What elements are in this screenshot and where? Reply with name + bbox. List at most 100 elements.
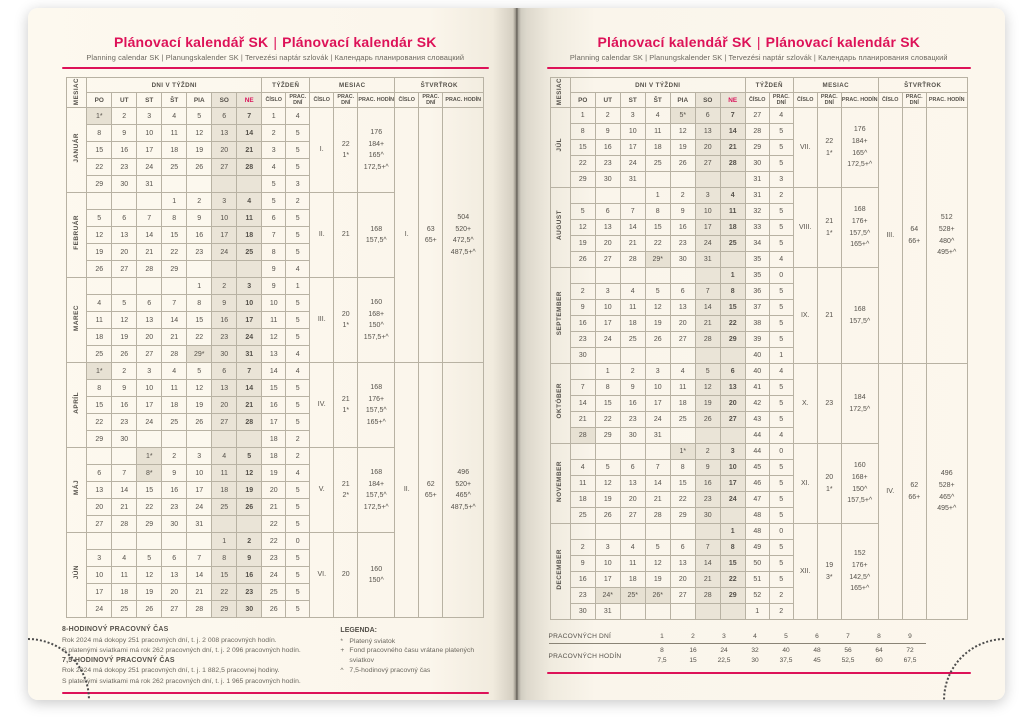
day-cell: 12 — [644, 555, 671, 573]
day-cell: 26 — [644, 331, 671, 349]
day-cell: 17 — [236, 311, 263, 330]
workhours-cell: 56 52,5 — [833, 644, 864, 667]
quarter-number-header: ČÍSLO — [394, 92, 420, 109]
day-cell: 23 — [111, 413, 138, 432]
day-cell: 24 — [186, 498, 213, 517]
day-cell: 23 — [161, 498, 188, 517]
day-cell — [594, 267, 621, 285]
day-cell: 11 — [161, 379, 188, 398]
week-number-cell: 13 — [261, 345, 287, 364]
day-cell: 4 — [619, 283, 646, 301]
month-name: MAREC — [66, 277, 88, 364]
month-name: DECEMBER — [549, 523, 571, 621]
week-number-cell: 9 — [261, 260, 287, 279]
day-cell: 15 — [569, 139, 596, 157]
day-cell: 10 — [86, 566, 113, 585]
day-cell — [694, 427, 721, 445]
day-cell: 7 — [719, 107, 746, 125]
day-cell: 7 — [136, 209, 163, 228]
week-workdays-cell: 5 — [285, 226, 311, 245]
day-cell: 26 — [136, 600, 163, 619]
day-cell: 24 — [236, 328, 263, 347]
day-cell: 11 — [86, 311, 113, 330]
day-cell: 10 — [136, 379, 163, 398]
day-cell — [161, 277, 188, 296]
day-cell: 25 — [644, 155, 671, 173]
day-cell: 22 — [644, 235, 671, 253]
day-cell: 10 — [211, 209, 238, 228]
day-cell — [569, 443, 596, 461]
workdays-count-cell: 9 — [894, 630, 926, 645]
month-prac_dni-cell: 21 1* — [816, 187, 842, 269]
day-cell — [236, 515, 263, 534]
legend-marker-plus: + — [340, 647, 345, 655]
day-cell: 25 — [86, 345, 113, 364]
week-workdays-cell: 4 — [768, 363, 794, 381]
day-cell: 2 — [619, 363, 646, 381]
week-workdays-cell: 4 — [285, 107, 311, 126]
day-cell: 8 — [669, 459, 696, 477]
day-cell: 14 — [569, 395, 596, 413]
week-number-cell: 19 — [261, 464, 287, 483]
day-cell: 26* — [644, 587, 671, 605]
week-workdays-cell: 5 — [768, 331, 794, 349]
day-cell: 22 — [136, 498, 163, 517]
day-cell: 18 — [644, 139, 671, 157]
day-cell: 14 — [136, 226, 163, 245]
day-cell: 15 — [86, 396, 113, 415]
footer-left: 8-HODINOVÝ PRACOVNÝ ČAS Rok 2024 má doko… — [62, 625, 489, 687]
day-cell: 5 — [186, 362, 213, 381]
day-cell — [236, 175, 263, 194]
week-number-cell: 18 — [261, 430, 287, 449]
day-cell: 3 — [136, 362, 163, 381]
week-workdays-cell: 5 — [285, 311, 311, 330]
week-number-cell: 12 — [261, 328, 287, 347]
title-sk: Plánovací kalendár SK — [765, 34, 921, 50]
day-cell: 11 — [569, 475, 596, 493]
day-cell: 2 — [594, 107, 621, 125]
day-cell: 28 — [236, 413, 263, 432]
month-name-label: SEPTEMBER — [556, 290, 564, 336]
day-cell — [694, 171, 721, 189]
day-cell: 5 — [111, 294, 138, 313]
week-workdays-cell: 0 — [285, 532, 311, 551]
day-cell: 19 — [136, 583, 163, 602]
day-cell — [619, 603, 646, 621]
header-rule — [546, 67, 971, 69]
day-cell: 16 — [161, 481, 188, 500]
workdays-count-cell: 5 — [770, 630, 802, 645]
month-prac_dni-cell: 20 — [333, 532, 359, 619]
day-name-header: PIA — [186, 92, 213, 109]
day-cell: 28 — [644, 507, 671, 525]
week-workdays-cell: 1 — [285, 277, 311, 296]
workhours-8h-value: 32 — [751, 647, 759, 655]
day-cell: 15 — [719, 299, 746, 317]
day-cell — [669, 523, 696, 541]
day-cell: 25 — [111, 600, 138, 619]
month-name: JÚN — [66, 532, 88, 619]
day-cell: 27 — [719, 411, 746, 429]
day-cell: 15 — [186, 311, 213, 330]
week-number-cell: 32 — [744, 203, 770, 221]
day-cell: 13 — [161, 566, 188, 585]
day-cell: 21 — [236, 141, 263, 160]
day-cell: 1* — [86, 362, 113, 381]
day-cell — [594, 347, 621, 365]
day-cell: 9 — [186, 209, 213, 228]
day-cell: 9 — [569, 299, 596, 317]
day-cell — [569, 187, 596, 205]
day-cell: 4 — [161, 107, 188, 126]
quarter-workdays-header: PRAC. DNÍ — [901, 92, 927, 109]
day-cell: 25 — [161, 158, 188, 177]
week-number-cell: 22 — [261, 532, 287, 551]
day-cell: 18 — [569, 491, 596, 509]
day-cell: 1 — [186, 277, 213, 296]
week-number-cell: 27 — [744, 107, 770, 125]
day-cell: 7 — [111, 464, 138, 483]
day-cell: 18 — [161, 141, 188, 160]
day-cell: 8 — [719, 283, 746, 301]
workhours-8h-value: 16 — [689, 647, 697, 655]
day-cell: 18 — [236, 226, 263, 245]
month-name-label: DECEMBER — [556, 548, 564, 590]
week-workdays-cell: 5 — [768, 139, 794, 157]
